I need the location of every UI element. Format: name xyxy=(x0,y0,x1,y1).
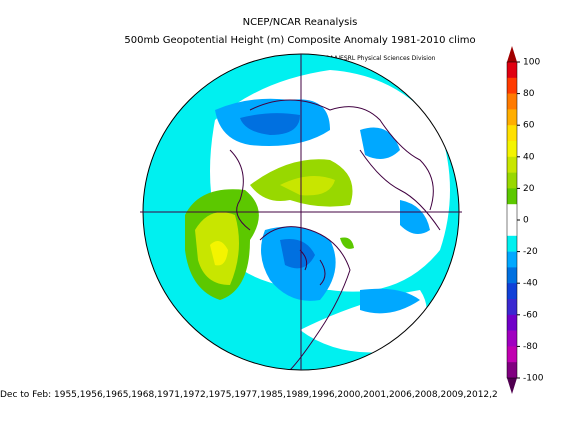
colorbar-bottom xyxy=(507,378,517,394)
colorbar-label: -100 xyxy=(523,374,544,384)
colorbar-segment xyxy=(507,330,517,347)
colorbar-segment xyxy=(507,204,517,221)
colorbar-segment xyxy=(507,109,517,126)
colorbar-segment xyxy=(507,251,517,268)
colorbar-segment xyxy=(507,362,517,379)
colorbar-label: -20 xyxy=(523,247,538,257)
colorbar-segment xyxy=(507,62,517,79)
subtitle: 500mb Geopotential Height (m) Composite … xyxy=(124,35,475,46)
map xyxy=(143,54,459,370)
colorbar-label: -60 xyxy=(523,310,538,320)
colorbar-label: 100 xyxy=(523,58,540,68)
colorbar-label: 60 xyxy=(523,121,535,131)
footer-text: Dec to Feb: 1955,1956,1965,1968,1971,197… xyxy=(0,390,498,400)
colorbar-label: -40 xyxy=(523,279,538,289)
title: NCEP/NCAR Reanalysis xyxy=(243,17,358,28)
colorbar-segment xyxy=(507,77,517,94)
colorbar-label: 40 xyxy=(523,152,535,162)
colorbar-segment xyxy=(507,283,517,300)
colorbar-segment xyxy=(507,125,517,142)
colorbar-segment xyxy=(507,172,517,189)
colorbar-segment xyxy=(507,235,517,252)
colorbar-segment xyxy=(507,188,517,205)
colorbar-segment xyxy=(507,93,517,110)
colorbar-label: 20 xyxy=(523,184,535,194)
colorbar-segment xyxy=(507,220,517,237)
colorbar-label: -80 xyxy=(523,342,538,352)
colorbar-top xyxy=(507,46,517,62)
colorbar-segment xyxy=(507,267,517,284)
credit: NOAA/ESRL Physical Sciences Division xyxy=(321,55,436,62)
colorbar-segment xyxy=(507,314,517,331)
colorbar-segment xyxy=(507,141,517,158)
colorbar-label: 0 xyxy=(523,216,529,226)
colorbar-segment xyxy=(507,346,517,363)
colorbar-label: 80 xyxy=(523,89,535,99)
colorbar-segment xyxy=(507,156,517,173)
colorbar-segment xyxy=(507,299,517,316)
